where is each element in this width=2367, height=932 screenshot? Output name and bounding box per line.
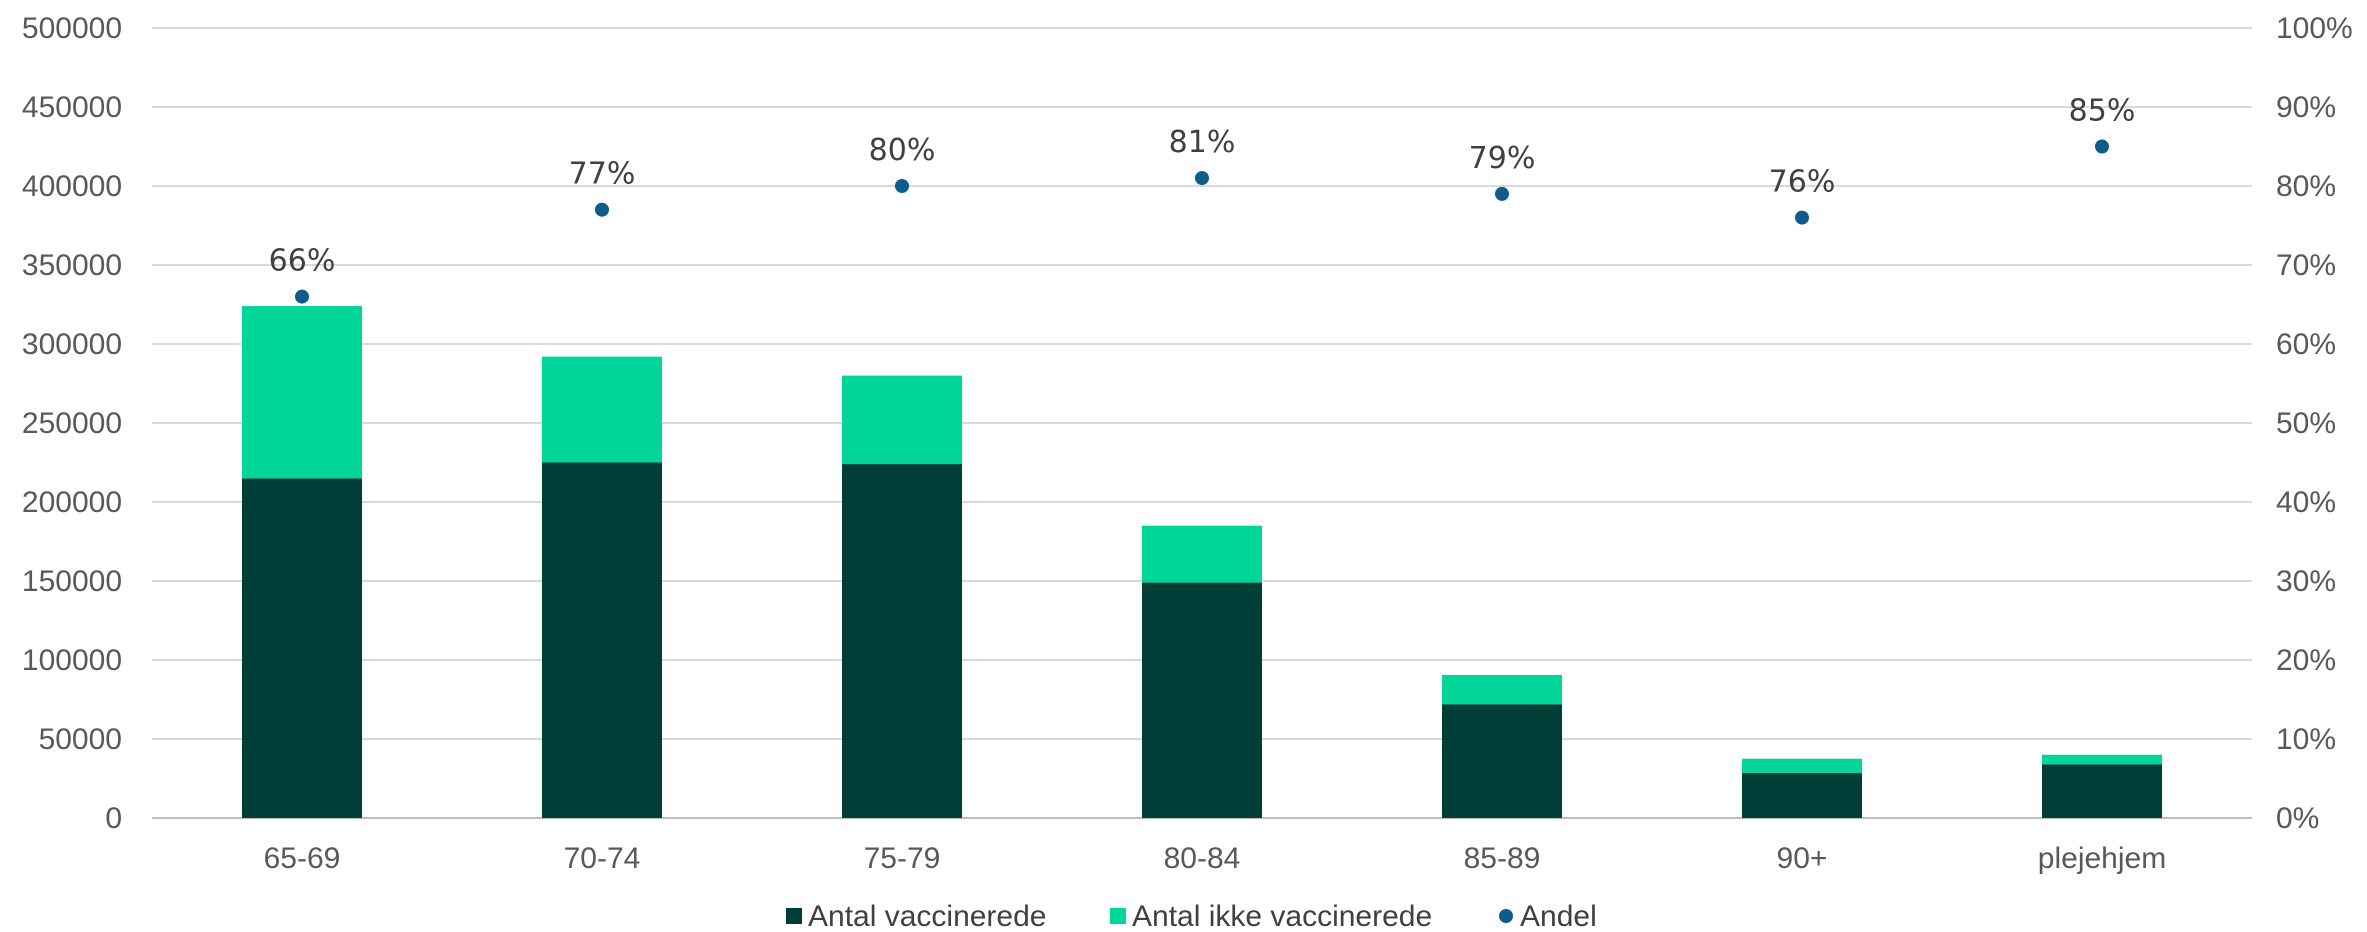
category-label: 85-89 (1464, 842, 1541, 875)
left-tick-label: 450000 (22, 91, 122, 124)
andel-label: 76% (1769, 165, 1836, 200)
left-tick-label: 50000 (39, 723, 122, 756)
andel-point (2095, 139, 2109, 154)
andel-label: 66% (269, 244, 336, 279)
bar-not-vaccinated (1442, 675, 1562, 705)
andel-label: 80% (869, 133, 936, 168)
andel-label: 81% (1169, 125, 1236, 160)
bar-vaccinated (1442, 704, 1562, 818)
right-tick-label: 40% (2276, 486, 2336, 519)
right-tick-label: 20% (2276, 644, 2336, 677)
bar-vaccinated (1742, 772, 1862, 818)
right-tick-label: 30% (2276, 565, 2336, 598)
bar-not-vaccinated (1742, 758, 1862, 773)
bar-vaccinated (1142, 582, 1262, 818)
legend: Antal vaccinerede Antal ikke vaccinerede A… (786, 900, 1597, 932)
gridlines (152, 27, 2252, 819)
legend-label: Andel (1520, 900, 1597, 932)
legend-swatch (1110, 908, 1126, 924)
left-axis: 0 50000 100000 150000 200000 250000 300000 3500… (22, 12, 122, 835)
bar-not-vaccinated (842, 375, 962, 465)
bar-vaccinated (842, 464, 962, 818)
left-tick-label: 350000 (22, 249, 122, 282)
andel-point (295, 289, 309, 304)
bar-not-vaccinated (542, 356, 662, 463)
right-tick-label: 50% (2276, 407, 2336, 440)
left-tick-label: 200000 (22, 486, 122, 519)
andel-label: 85% (2069, 94, 2136, 129)
right-tick-label: 100% (2276, 12, 2353, 45)
left-tick-label: 150000 (22, 565, 122, 598)
left-tick-label: 500000 (22, 12, 122, 45)
legend-swatch (1499, 909, 1513, 923)
andel-points: 66% 77% 80% 81% 79% 76% 85% (269, 94, 2136, 304)
left-tick-label: 400000 (22, 170, 122, 203)
category-label: 70-74 (564, 842, 641, 875)
category-label: 80-84 (1164, 842, 1241, 875)
bar-not-vaccinated (2042, 754, 2162, 765)
right-tick-label: 10% (2276, 723, 2336, 756)
category-label: 75-79 (864, 842, 941, 875)
category-label: 65-69 (264, 842, 341, 875)
andel-label: 79% (1469, 141, 1536, 176)
andel-point (1795, 210, 1809, 225)
legend-swatch (786, 908, 802, 924)
right-tick-label: 80% (2276, 170, 2336, 203)
andel-point (595, 202, 609, 217)
andel-point (1195, 171, 1209, 186)
legend-label: Antal ikke vaccinerede (1132, 900, 1432, 932)
bar-not-vaccinated (242, 306, 362, 479)
andel-point (895, 179, 909, 193)
right-tick-label: 70% (2276, 249, 2336, 282)
category-label: 90+ (1777, 842, 1828, 875)
bar-vaccinated (542, 462, 662, 818)
bar-not-vaccinated (1142, 525, 1262, 583)
left-tick-label: 250000 (22, 407, 122, 440)
left-tick-label: 300000 (22, 328, 122, 361)
bars (242, 306, 2162, 818)
legend-label: Antal vaccinerede (808, 900, 1046, 932)
right-tick-label: 0% (2276, 802, 2319, 835)
x-axis: 65-69 70-74 75-79 80-84 85-89 90+ plejehjem (264, 842, 2167, 875)
andel-label: 77% (569, 157, 636, 192)
left-tick-label: 0 (105, 802, 122, 835)
right-tick-label: 90% (2276, 91, 2336, 124)
bar-vaccinated (2042, 764, 2162, 818)
category-label: plejehjem (2038, 842, 2166, 875)
right-axis: 0% 10% 20% 30% 40% 50% 60% 70% 80% 90% 100% (2276, 12, 2353, 835)
andel-point (1495, 186, 1509, 201)
bar-vaccinated (242, 478, 362, 818)
right-tick-label: 60% (2276, 328, 2336, 361)
left-tick-label: 100000 (22, 644, 122, 677)
